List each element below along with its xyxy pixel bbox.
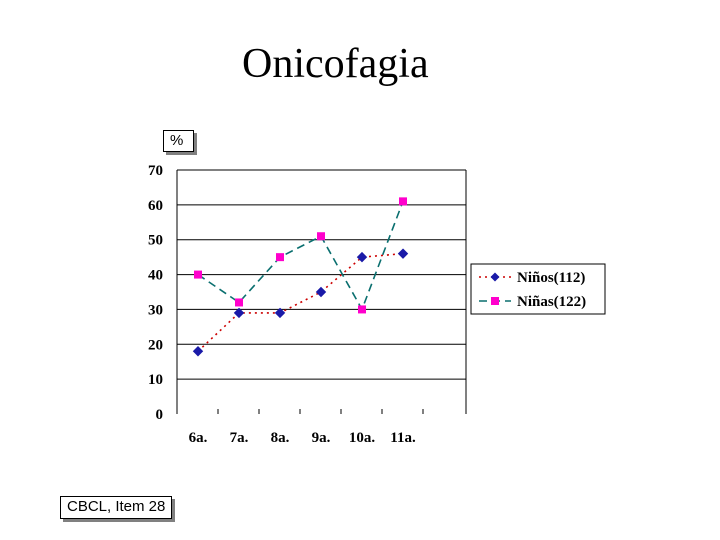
data-point-1-2 <box>276 253 284 262</box>
x-tick-label: 9a. <box>312 430 331 446</box>
data-point-0-4 <box>356 251 368 263</box>
data-point-0-0 <box>192 346 204 357</box>
data-point-1-0 <box>194 270 202 279</box>
legend-marker <box>491 297 499 305</box>
y-tick-label: 40 <box>148 268 163 284</box>
series-line-0 <box>197 252 404 352</box>
chart-grid <box>177 169 466 380</box>
y-tick-label: 0 <box>156 407 164 423</box>
x-tick-label: 7a. <box>230 430 249 446</box>
chart-tick-labels: 0 10 20 30 40 50 60 70 6a. 7a. 8a. 9a. 10a. 11a. <box>148 163 416 446</box>
y-tick-label: 50 <box>148 233 163 249</box>
y-tick-label: 10 <box>148 372 163 388</box>
source-label: CBCL, Item 28 <box>60 496 173 519</box>
data-point-0-2 <box>274 307 286 319</box>
chart-axes <box>176 170 467 414</box>
data-point-0-5 <box>397 248 409 259</box>
y-tick-label: 70 <box>148 163 163 179</box>
series-line-1 <box>197 201 404 312</box>
chart-legend: Niños(112) Niñas(122) <box>470 263 606 315</box>
legend-label: Niños(112) <box>517 270 585 286</box>
y-tick-label: 20 <box>148 337 163 353</box>
chart-series <box>192 197 409 357</box>
x-tick-label: 10a. <box>349 430 376 446</box>
x-tick-label: 11a. <box>390 430 416 446</box>
x-tick-label: 8a. <box>271 430 290 446</box>
data-point-0-1 <box>233 307 245 319</box>
x-tick-label: 6a. <box>189 430 208 446</box>
page-title: Onicofagia <box>242 41 429 87</box>
legend-marker <box>490 272 500 282</box>
data-point-1-4 <box>358 305 366 314</box>
legend-box <box>470 263 606 315</box>
data-point-1-1 <box>235 298 243 307</box>
data-point-1-5 <box>399 197 407 206</box>
data-point-0-3 <box>315 286 327 298</box>
unit-label: % <box>163 130 194 152</box>
y-tick-label: 30 <box>148 302 163 318</box>
data-point-1-3 <box>317 232 325 241</box>
legend-label: Niñas(122) <box>517 294 586 310</box>
y-tick-label: 60 <box>148 198 163 214</box>
